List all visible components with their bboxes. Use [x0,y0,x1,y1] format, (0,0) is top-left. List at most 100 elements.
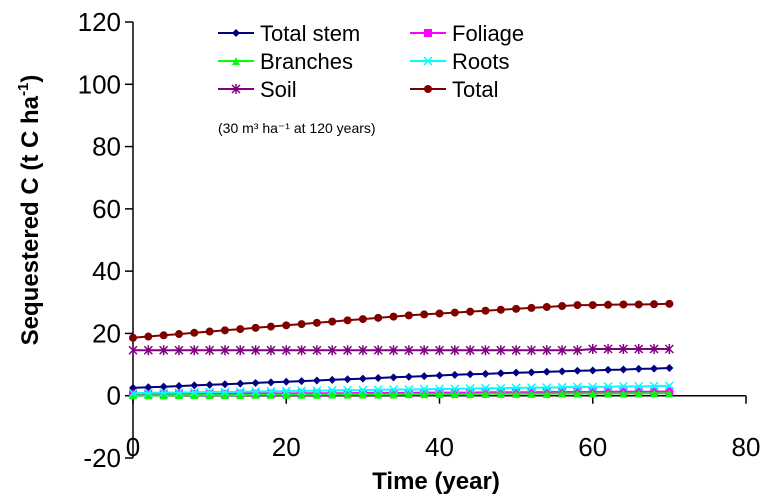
data-point-total-stem [496,369,505,378]
data-point-soil [649,344,659,354]
legend-label: Total stem [260,21,360,46]
data-point-branches [496,389,505,398]
data-point-total-stem [634,364,643,373]
data-point-total-stem [282,377,291,386]
data-point-total [374,313,383,322]
data-point-soil [128,345,138,356]
legend-marker [232,29,240,37]
data-point-total [159,331,168,340]
data-point-total [312,318,321,327]
data-point-branches [159,391,168,400]
data-point-total-stem [205,380,214,389]
data-point-soil [235,345,245,356]
y-tick-label: 60 [92,194,121,224]
data-point-total-stem [481,369,490,378]
data-point-total [144,332,153,341]
data-point-soil [343,345,353,356]
data-point-roots [174,388,184,398]
data-point-soil [496,345,506,356]
data-point-branches [619,389,628,398]
data-point-roots [205,387,215,397]
data-point-branches [650,389,659,398]
data-point-soil [189,345,199,356]
data-point-soil [465,345,475,356]
data-point-branches [665,389,674,398]
legend-item-foliage: Foliage [410,21,524,46]
data-point-soil [419,345,429,356]
data-point-soil [373,345,383,356]
data-point-total [542,302,551,311]
data-point-roots [603,382,613,392]
data-point-total-stem [450,370,459,379]
x-tick-label: 80 [732,432,761,462]
data-point-soil [312,345,322,356]
data-point-soil [327,345,337,356]
y-tick-label: 40 [92,256,121,286]
data-point-roots [159,388,169,398]
data-point-total [650,300,659,309]
data-point-total-stem [542,367,551,376]
y-tick-label: -20 [83,443,121,473]
data-point-soil [404,345,414,356]
data-point-total-stem [312,376,321,385]
data-point-branches [573,389,582,398]
data-point-soil [205,345,215,356]
data-point-branches [404,390,413,399]
data-point-total [466,307,475,316]
data-point-roots [511,383,521,393]
data-point-total [236,325,245,334]
data-point-branches [328,390,337,399]
y-tick-label: 120 [78,7,121,37]
data-point-total-stem [604,365,613,374]
data-point-soil [588,344,598,354]
data-point-soil [542,345,552,356]
series-total-stem [129,363,674,392]
data-point-total [328,317,337,326]
series-soil [128,344,674,356]
data-point-total [435,309,444,318]
data-point-roots [312,386,322,396]
x-tick-label: 20 [272,432,301,462]
data-point-roots [281,386,291,396]
data-point-soil [511,345,521,356]
data-point-total [604,300,613,309]
data-point-branches [466,390,475,399]
data-point-total [450,308,459,317]
data-point-branches [144,391,153,400]
data-point-soil [618,344,628,354]
y-axis-title-sup: -1 [15,83,32,96]
data-point-soil [603,344,613,354]
data-point-roots [465,384,475,394]
data-point-total-stem [404,372,413,381]
data-point-branches [190,391,199,400]
legend-marker [424,29,432,37]
x-tick-label: 40 [425,432,454,462]
data-point-branches [174,391,183,400]
y-tick-label: 20 [92,318,121,348]
data-point-total [389,312,398,321]
data-point-branches [236,391,245,400]
data-point-roots [373,385,383,395]
data-point-branches [435,390,444,399]
data-point-soil [388,345,399,356]
data-point-total [420,310,429,319]
data-point-branches [312,390,321,399]
series-line-soil [133,348,670,352]
series-line-roots [132,384,670,395]
data-point-roots [496,383,506,393]
data-point-soil [143,345,153,356]
chart-annotation: (30 m³ ha⁻¹ at 120 years) [218,120,376,136]
legend-label: Soil [260,77,297,102]
data-point-total [588,301,597,310]
data-point-total-stem [527,368,536,377]
data-point-total-stem [251,378,260,387]
data-point-total [634,300,643,309]
data-point-branches [129,391,137,400]
data-point-total-stem [343,375,352,384]
data-point-total [282,321,291,330]
data-point-total-stem [374,373,383,382]
legend: Total stem Foliage Branches Roots Soil Total [218,21,524,102]
data-point-total [358,315,367,324]
data-point-total-stem [619,365,628,374]
